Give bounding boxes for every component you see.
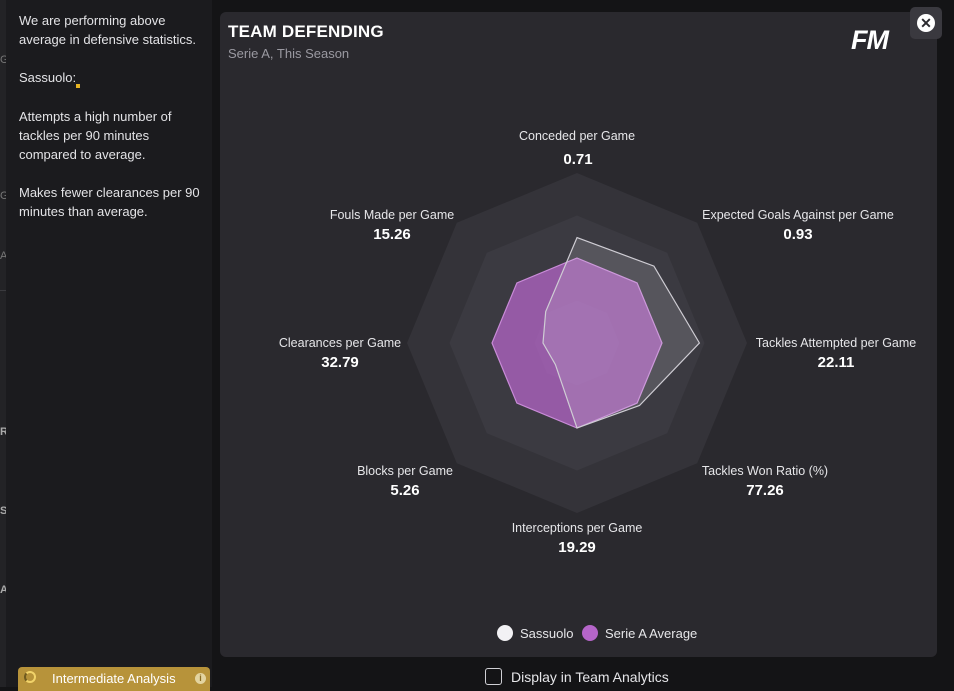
axis-value-interceptions-per-game: 19.29 bbox=[558, 539, 596, 556]
analysis-team-line: Sassuolo: bbox=[19, 70, 77, 86]
background-text-fragment: G bbox=[0, 54, 6, 66]
analysis-level-label: Intermediate Analysis bbox=[52, 671, 176, 686]
radar-series-sassuolo bbox=[542, 236, 701, 429]
legend-label-serie-a-average: Serie A Average bbox=[605, 626, 698, 641]
axis-label-blocks-per-game: Blocks per Game bbox=[357, 464, 453, 478]
axis-label-clearances-per-game: Clearances per Game bbox=[278, 336, 402, 350]
analysis-point-tackles: Attempts a high number of tackles per 90… bbox=[19, 108, 172, 163]
background-text-fragment: A bbox=[0, 584, 6, 596]
display-in-team-analytics-label[interactable]: Display in Team Analytics bbox=[511, 669, 669, 685]
close-button[interactable]: ✕ bbox=[910, 7, 942, 39]
axis-value-blocks-per-game: 5.26 bbox=[390, 482, 420, 499]
axis-label-fouls-made-per-game: Fouls Made per Game bbox=[329, 208, 455, 222]
axis-value-clearances-per-game: 32.79 bbox=[321, 354, 359, 371]
analysis-text: We are performing above average in defen… bbox=[19, 11, 204, 241]
card-subtitle: Serie A, This Season bbox=[228, 46, 350, 61]
display-in-team-analytics-checkbox[interactable] bbox=[485, 668, 502, 685]
axis-label-interceptions-per-game: Interceptions per Game bbox=[511, 521, 643, 535]
axis-value-tackles-won-ratio: 77.26 bbox=[746, 482, 784, 499]
axis-label-tackles-won-ratio: Tackles Won Ratio (%) bbox=[701, 464, 829, 478]
axis-label-conceded-per-game: Conceded per Game bbox=[518, 129, 636, 143]
background-text-fragment: S bbox=[0, 505, 6, 517]
axis-value-expected-goals-against-per-game: 0.93 bbox=[783, 226, 813, 243]
close-icon: ✕ bbox=[917, 14, 935, 32]
card-title: TEAM DEFENDING bbox=[228, 22, 384, 41]
analysis-level-button[interactable]: Intermediate Analysis i bbox=[18, 667, 210, 691]
progress-ring-icon bbox=[24, 671, 36, 683]
info-icon[interactable]: i bbox=[195, 673, 206, 684]
axis-value-tackles-attempted-per-game: 22.11 bbox=[817, 354, 855, 371]
legend-swatch-serie-a-average bbox=[582, 625, 598, 641]
legend-label-sassuolo: Sassuolo bbox=[520, 626, 574, 641]
analysis-sidebar bbox=[0, 0, 212, 687]
fm-logo: FM bbox=[851, 25, 889, 55]
radar-chart bbox=[407, 173, 747, 513]
legend-swatch-sassuolo bbox=[497, 625, 513, 641]
axis-label-expected-goals-against-per-game: Expected Goals Against per Game bbox=[702, 208, 894, 222]
axis-label-tackles-attempted-per-game: Tackles Attempted per Game bbox=[755, 336, 917, 350]
background-text-fragment: A bbox=[0, 250, 6, 262]
axis-value-conceded-per-game: 0.71 bbox=[563, 151, 593, 168]
analysis-point-clearances: Makes fewer clearances per 90 minutes th… bbox=[19, 185, 200, 220]
highlight-marker bbox=[76, 84, 80, 88]
background-panel-edge bbox=[0, 0, 6, 687]
axis-value-fouls-made-per-game: 15.26 bbox=[373, 226, 411, 243]
background-text-fragment: G bbox=[0, 190, 6, 202]
background-divider bbox=[0, 290, 6, 291]
background-text-fragment: R bbox=[0, 426, 6, 438]
analysis-summary: We are performing above average in defen… bbox=[19, 13, 197, 48]
